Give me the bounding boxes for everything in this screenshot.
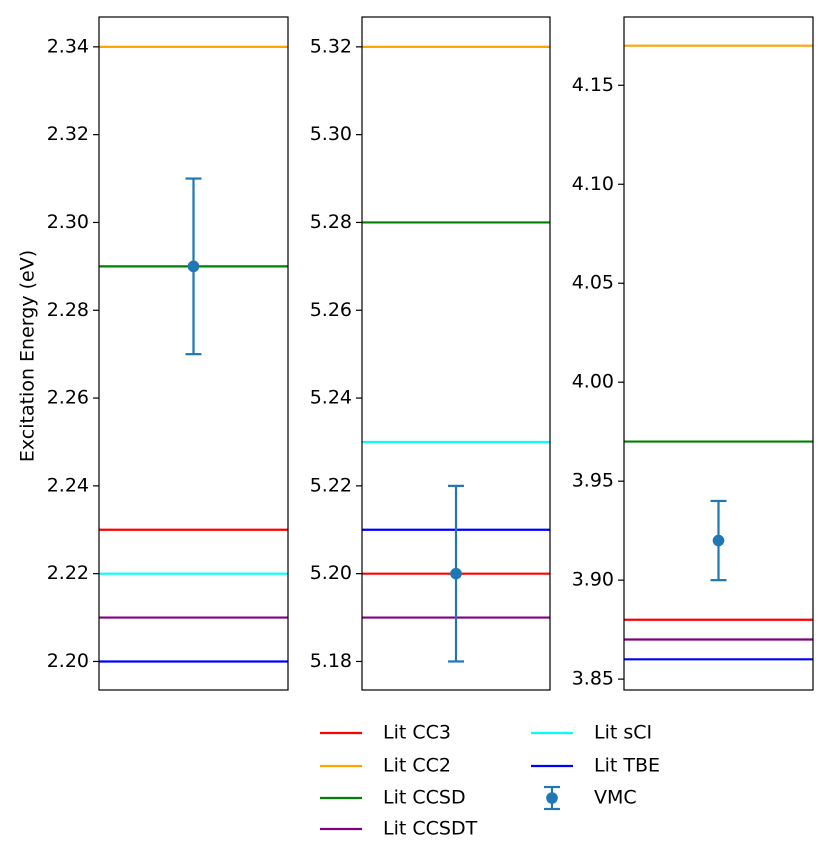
y-tick-label: 4.10: [572, 173, 614, 195]
vmc-point: [450, 567, 462, 580]
legend-label-cc2: Lit CC2: [383, 755, 451, 777]
legend-swatch-vmc-marker: [546, 792, 558, 804]
y-tick-label: 2.22: [47, 562, 89, 584]
panel-1: 2.20 2.22 2.24 2.26 2.28 2.30 2.32 2.34: [47, 16, 289, 691]
legend-label-tbe: Lit TBE: [594, 755, 660, 777]
panel-3: 3.85 3.90 3.95 4.00 4.05 4.10 4.15: [572, 16, 814, 691]
y-tick-label: 5.32: [310, 35, 352, 57]
y-tick-label: 2.32: [47, 123, 89, 145]
y-tick-label: 5.22: [310, 474, 352, 496]
y-tick-label: 4.15: [572, 74, 614, 96]
y-tick-label: 4.05: [572, 272, 614, 294]
vmc-point: [187, 260, 200, 273]
y-tick-label: 5.30: [310, 123, 352, 145]
legend-label-cc3: Lit CC3: [383, 722, 451, 744]
legend-label-ccsd: Lit CCSD: [383, 787, 466, 809]
y-tick-label: 5.24: [310, 387, 352, 409]
y-tick-label: 2.30: [47, 211, 89, 233]
panel-frame: [623, 16, 814, 691]
y-tick-label: 5.18: [310, 650, 352, 672]
y-tick-label: 3.90: [572, 569, 614, 591]
legend-label-vmc: VMC: [594, 787, 637, 809]
panel-2: 5.18 5.20 5.22 5.24 5.26 5.28 5.30 5.32: [310, 16, 551, 691]
y-tick-label: 5.28: [310, 211, 352, 233]
legend: Lit CC3 Lit CC2 Lit CCSD Lit CCSDT Lit sCI Li…: [320, 722, 660, 840]
y-tick-label: 5.20: [310, 562, 352, 584]
legend-label-sci: Lit sCI: [594, 722, 652, 744]
y-tick-label: 5.26: [310, 299, 352, 321]
y-tick-label: 3.85: [572, 668, 614, 690]
legend-label-ccsdt: Lit CCSDT: [383, 818, 478, 840]
y-tick-label: 2.28: [47, 299, 89, 321]
panel-frame: [98, 16, 289, 691]
y-axis-label: Excitation Energy (eV): [17, 250, 39, 462]
panel-frame: [361, 16, 551, 691]
y-tick-label: 4.00: [572, 371, 614, 393]
y-tick-label: 2.26: [47, 387, 89, 409]
y-tick-label: 2.20: [47, 650, 89, 672]
y-tick-label: 3.95: [572, 470, 614, 492]
y-tick-label: 2.24: [47, 474, 89, 496]
vmc-point: [712, 534, 725, 547]
y-tick-label: 2.34: [47, 35, 89, 57]
